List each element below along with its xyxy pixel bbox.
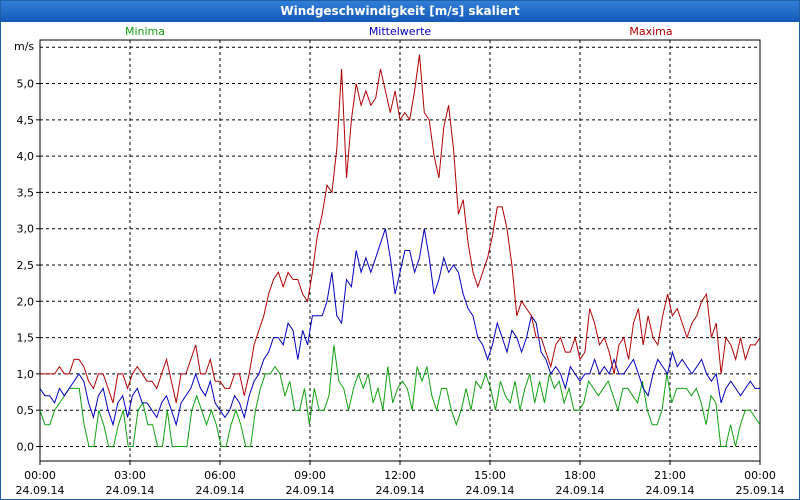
x-tick-time: 09:00: [294, 469, 326, 482]
grid-lines: [40, 40, 760, 461]
series-lines: [39, 54, 761, 447]
y-tick-label: 5,0: [17, 78, 35, 91]
series-line-maxima: [40, 54, 761, 404]
y-tick-label: 1,0: [17, 368, 35, 381]
chart-title: Windgeschwindigkeit [m/s] skaliert: [1, 1, 799, 22]
series-line-minima: [39, 344, 761, 447]
x-tick-time: 15:00: [474, 469, 506, 482]
y-tick-label: 0,0: [17, 440, 35, 453]
x-tick-date: 24.09.14: [466, 484, 515, 497]
y-tick-label: 4,0: [17, 150, 35, 163]
legend-mittelwerte: Mittelwerte: [369, 25, 432, 38]
x-tick-date: 24.09.14: [376, 484, 425, 497]
x-tick-date: 24.09.14: [556, 484, 605, 497]
x-tick-date: 25.09.14: [736, 484, 785, 497]
x-tick-time: 06:00: [204, 469, 236, 482]
x-tick-date: 24.09.14: [196, 484, 245, 497]
x-tick-time: 00:00: [744, 469, 776, 482]
x-tick-date: 24.09.14: [106, 484, 155, 497]
x-tick-date: 24.09.14: [646, 484, 695, 497]
y-tick-label: 1,5: [17, 332, 35, 345]
legend-minima: Minima: [125, 25, 165, 38]
y-tick-label: 3,0: [17, 223, 35, 236]
y-tick-label: 4,5: [17, 114, 35, 127]
y-tick-label: 2,5: [17, 259, 35, 272]
x-tick-time: 12:00: [384, 469, 416, 482]
legend: Minima Mittelwerte Maxima: [125, 25, 673, 38]
y-tick-label: 0,5: [17, 404, 35, 417]
x-tick-time: 18:00: [564, 469, 596, 482]
x-tick-date: 24.09.14: [286, 484, 335, 497]
axis-labels: 0,0 0,5 1,0 1,5 2,0 2,5 3,0 3,5 4,0 4,5 5,0 m/s 00:0…: [14, 40, 784, 497]
x-tick-date: 24.09.14: [16, 484, 65, 497]
series-line-mittelwerte: [39, 228, 760, 427]
y-tick-label: 3,5: [17, 186, 35, 199]
y-axis-unit: m/s: [14, 40, 34, 53]
legend-maxima: Maxima: [629, 25, 672, 38]
x-tick-time: 21:00: [654, 469, 686, 482]
y-tick-label: 2,0: [17, 295, 35, 308]
x-tick-time: 03:00: [114, 469, 146, 482]
x-tick-time: 00:00: [24, 469, 56, 482]
